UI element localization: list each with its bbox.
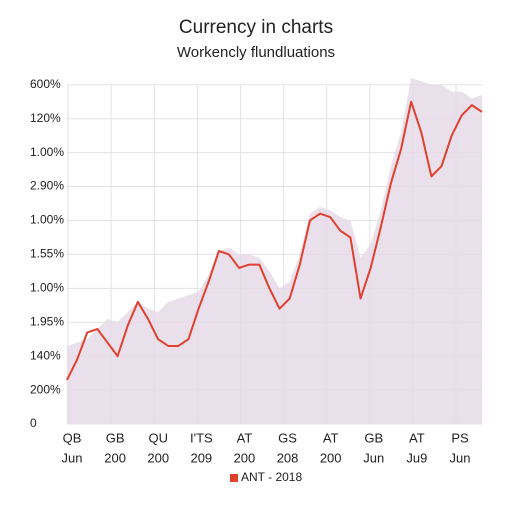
legend-label: ANT - 2018 (241, 470, 302, 484)
y-tick-label: 1.00% (30, 280, 64, 294)
x-tick-sublabel: Jun (62, 450, 83, 465)
y-tick-label: 140% (30, 348, 61, 362)
area (67, 78, 482, 424)
y-tick-label: 2.90% (30, 179, 64, 193)
x-tick-label: QB (63, 430, 82, 445)
x-tick-label: AT (323, 430, 339, 445)
x-tick-label: AT (409, 430, 425, 445)
x-tick-label: AT (237, 430, 253, 445)
y-tick-label: 1.00% (30, 213, 64, 227)
x-tick-sublabel: Jun (450, 450, 471, 465)
x-tick-sublabel: Ju9 (406, 450, 427, 465)
x-tick-sublabel: 200 (104, 450, 126, 465)
y-tick-label: 200% (30, 382, 61, 396)
x-tick-label: I'TS (190, 430, 213, 445)
chart-subtitle: Workencly flundluations (177, 44, 335, 61)
line (66, 100, 483, 381)
y-tick-label: 1.55% (30, 247, 64, 261)
x-tick-label: QU (148, 430, 168, 445)
x-tick-sublabel: 200 (320, 450, 342, 465)
legend-swatch (230, 474, 238, 482)
chart-title: Currency in charts (179, 17, 333, 38)
y-tick-label: 120% (30, 111, 61, 125)
x-tick-sublabel: Jun (363, 450, 384, 465)
x-tick-sublabel: 208 (277, 450, 299, 465)
y-tick-label: 600% (30, 77, 61, 91)
y-tick-label: 0 (30, 416, 37, 430)
x-tick-sublabel: 209 (190, 450, 212, 465)
x-tick-label: GS (278, 430, 297, 445)
x-tick-sublabel: 200 (147, 450, 169, 465)
x-tick-sublabel: 200 (234, 450, 256, 465)
x-tick-label: GB (364, 430, 383, 445)
y-tick-label: 1.95% (30, 314, 64, 328)
y-tick-label: 1.00% (30, 145, 64, 159)
x-tick-label: GB (106, 430, 125, 445)
x-tick-label: PS (451, 430, 469, 445)
